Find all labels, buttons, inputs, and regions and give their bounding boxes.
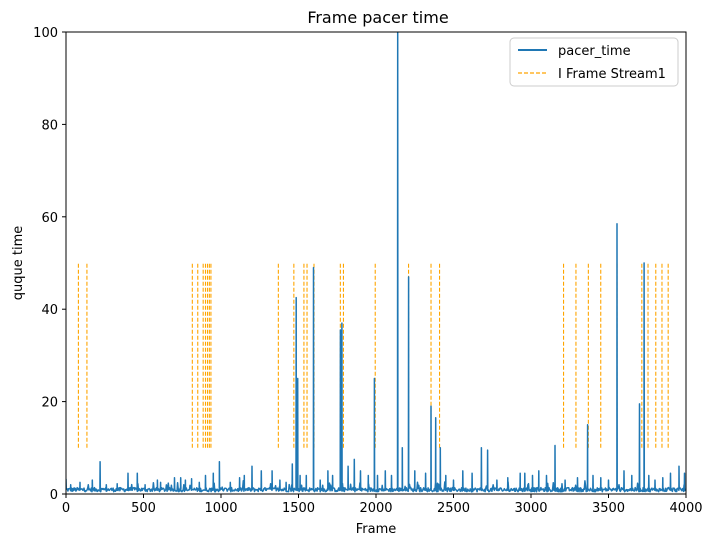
plot-area bbox=[66, 32, 686, 493]
y-axis-label: quque time bbox=[11, 226, 26, 300]
legend-label-i-frame: I Frame Stream1 bbox=[558, 67, 666, 82]
y-tick-label: 40 bbox=[41, 303, 58, 318]
x-tick-label: 0 bbox=[62, 501, 70, 516]
legend: pacer_time I Frame Stream1 bbox=[509, 37, 679, 87]
x-tick-label: 2500 bbox=[437, 501, 470, 516]
axes: 0 500 1000 1500 2000 2500 3000 3500 4000 0 20 40 60 8… bbox=[33, 26, 702, 516]
x-tick-label: 500 bbox=[131, 501, 156, 516]
x-tick-label: 2000 bbox=[359, 501, 392, 516]
series-line-pacer-time bbox=[66, 32, 686, 493]
x-tick-label: 4000 bbox=[669, 501, 702, 516]
x-tick-label: 1000 bbox=[204, 501, 237, 516]
x-tick-label: 3500 bbox=[592, 501, 625, 516]
y-tick-label: 60 bbox=[41, 211, 58, 226]
y-tick-label: 0 bbox=[50, 488, 58, 503]
y-tick-label: 100 bbox=[33, 26, 58, 41]
y-tick-label: 20 bbox=[41, 396, 58, 411]
x-axis-label: Frame bbox=[356, 522, 397, 537]
y-tick-label: 80 bbox=[41, 118, 58, 133]
legend-box bbox=[509, 37, 679, 87]
x-tick-label: 1500 bbox=[282, 501, 315, 516]
chart-title: Frame pacer time bbox=[307, 8, 448, 27]
x-tick-label: 3000 bbox=[514, 501, 547, 516]
legend-label-pacer-time: pacer_time bbox=[558, 44, 631, 59]
